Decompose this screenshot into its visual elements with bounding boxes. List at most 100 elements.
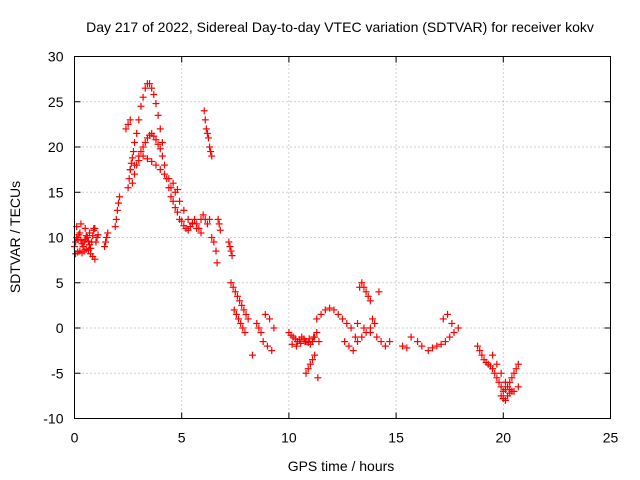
data-point	[139, 143, 147, 151]
data-point	[239, 324, 247, 332]
data-point	[257, 329, 265, 337]
data-point	[454, 324, 462, 332]
data-point	[301, 338, 309, 346]
data-point	[158, 152, 166, 160]
data-point	[514, 383, 522, 391]
data-point	[230, 306, 238, 314]
data-point	[206, 215, 214, 223]
data-point	[226, 243, 234, 251]
data-point	[270, 324, 278, 332]
data-point	[84, 237, 92, 245]
data-point	[184, 226, 192, 234]
data-point	[407, 333, 415, 341]
data-point	[131, 161, 139, 169]
data-point	[474, 342, 482, 350]
data-point	[308, 356, 316, 364]
data-point	[297, 339, 305, 347]
data-point	[241, 329, 249, 337]
data-point	[369, 315, 377, 323]
data-point	[330, 306, 338, 314]
data-point	[302, 369, 310, 377]
data-point	[310, 333, 318, 341]
data-point	[184, 215, 192, 223]
data-point	[305, 335, 313, 343]
data-point	[399, 342, 407, 350]
data-point	[229, 283, 237, 291]
data-point	[339, 315, 346, 323]
data-point	[313, 329, 321, 337]
data-point	[476, 347, 484, 355]
data-point	[377, 338, 385, 346]
data-point	[163, 175, 171, 183]
data-point	[343, 319, 351, 327]
data-point	[131, 138, 139, 146]
data-point	[202, 125, 210, 133]
data-point	[512, 365, 520, 373]
data-point	[349, 347, 357, 355]
data-point	[240, 306, 248, 314]
data-point	[448, 319, 456, 327]
y-tick-label: 25	[48, 94, 64, 110]
data-point	[326, 304, 334, 312]
data-point	[150, 132, 158, 140]
data-point	[205, 134, 212, 142]
data-point	[86, 229, 94, 237]
data-point	[341, 338, 349, 346]
chart-title: Day 217 of 2022, Sidereal Day-to-day VTE…	[86, 19, 594, 35]
data-point	[266, 315, 274, 323]
data-point	[137, 102, 145, 110]
data-point	[94, 231, 102, 239]
data-point	[171, 188, 179, 196]
y-tick-label: 0	[56, 320, 64, 336]
data-points	[71, 80, 522, 404]
data-point	[150, 91, 158, 99]
data-point	[292, 342, 300, 350]
data-point	[366, 329, 374, 337]
data-point	[514, 360, 522, 368]
data-point	[495, 378, 503, 386]
data-point	[418, 342, 426, 350]
data-point	[199, 211, 207, 219]
data-point	[493, 360, 501, 368]
data-point	[493, 374, 501, 382]
data-point	[135, 157, 143, 165]
y-tick-label: 5	[56, 275, 64, 291]
data-point	[334, 310, 342, 318]
y-tick-label: 15	[48, 184, 64, 200]
data-point	[208, 152, 216, 160]
data-point	[188, 220, 196, 228]
data-point	[206, 143, 214, 151]
data-point	[311, 351, 319, 359]
data-point	[141, 138, 149, 146]
data-point	[124, 120, 132, 128]
data-point	[128, 179, 136, 187]
data-point	[133, 129, 141, 137]
data-point	[152, 136, 160, 144]
data-point	[354, 319, 362, 327]
data-point	[193, 224, 201, 232]
data-point	[313, 315, 321, 323]
axis-ticks: 0 5 10 15 20 25 -10 -5 0 5 10 15 20 25 30	[43, 49, 618, 446]
data-point	[167, 184, 175, 192]
data-point	[203, 129, 211, 137]
data-point	[261, 310, 269, 318]
data-point	[191, 215, 199, 223]
data-point	[77, 220, 85, 228]
data-point	[253, 319, 261, 327]
data-point	[414, 338, 422, 346]
data-point	[92, 238, 100, 246]
data-point	[116, 193, 124, 201]
data-point	[238, 301, 246, 309]
data-point	[268, 347, 276, 355]
data-point	[139, 152, 147, 160]
data-point	[152, 100, 160, 108]
data-point	[489, 351, 497, 359]
data-point	[161, 161, 169, 169]
data-point	[381, 342, 389, 350]
data-point	[129, 148, 137, 156]
data-point	[114, 199, 122, 207]
data-point	[429, 344, 437, 352]
grid	[74, 56, 611, 419]
data-point	[154, 111, 162, 119]
data-point	[148, 84, 156, 92]
